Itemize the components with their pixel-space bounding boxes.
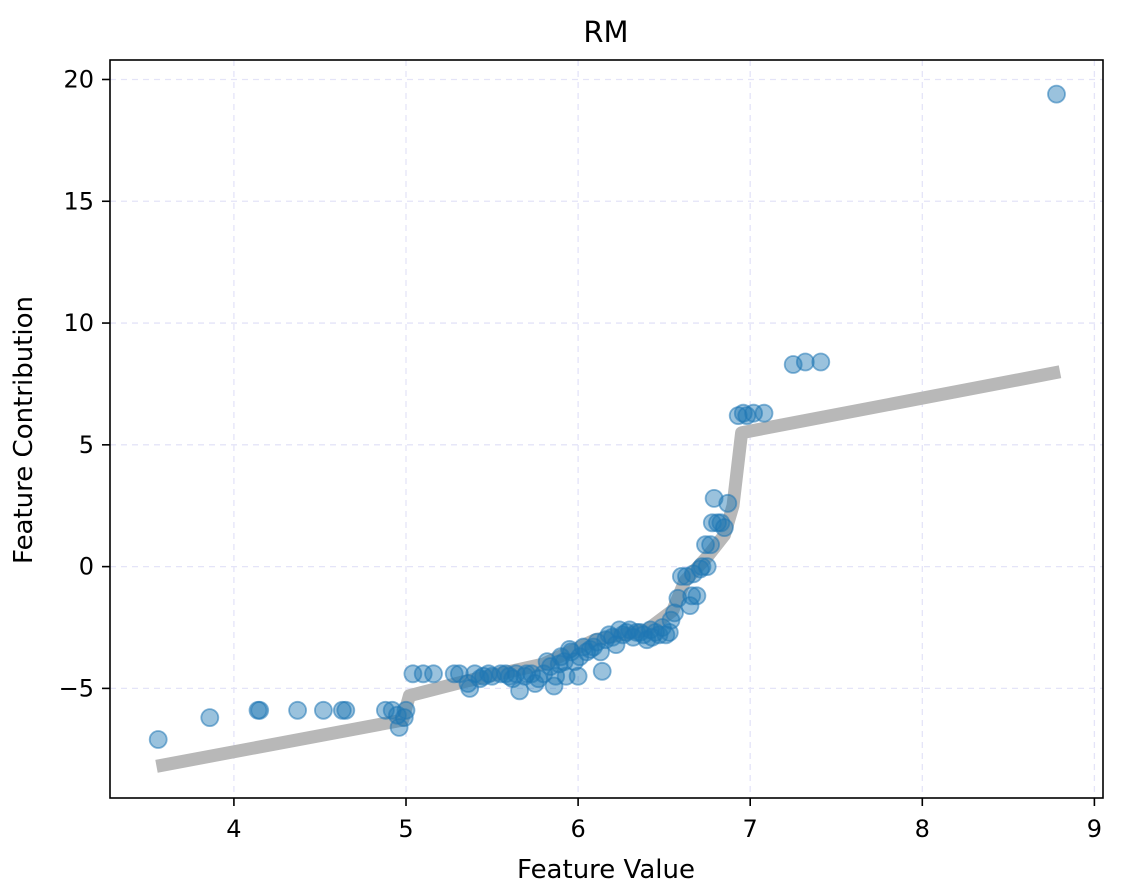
scatter-point xyxy=(200,708,220,727)
y-tick-label: 15 xyxy=(63,187,94,215)
x-axis-title: Feature Value xyxy=(517,855,695,885)
y-tick-label: 10 xyxy=(63,309,94,337)
scatter-point xyxy=(148,730,168,749)
scatter-point xyxy=(754,403,774,423)
scatter-point xyxy=(568,666,588,686)
scatter-point xyxy=(718,493,738,513)
x-tick-label: 8 xyxy=(915,815,930,843)
scatter-point xyxy=(715,518,734,537)
scatter-point xyxy=(336,700,356,720)
scatter-point xyxy=(697,557,717,576)
x-tick-label: 9 xyxy=(1087,815,1102,843)
x-tick-label: 4 xyxy=(226,815,241,843)
y-tick-label: −5 xyxy=(59,674,94,702)
scatter-point xyxy=(811,352,831,372)
y-axis: −5 0 5 10 15 20 xyxy=(59,65,110,702)
scatter-point xyxy=(592,661,612,681)
y-tick-label: 20 xyxy=(63,65,94,93)
scatter-point xyxy=(444,664,464,684)
scatter-point xyxy=(795,352,815,372)
scatter-point xyxy=(682,586,702,606)
chart-title: RM xyxy=(583,15,628,49)
y-tick-label: 5 xyxy=(79,431,94,459)
scatter-point xyxy=(389,718,409,737)
plot-area xyxy=(148,84,1066,773)
scatter-point xyxy=(396,700,416,720)
scatter-point xyxy=(701,535,720,555)
x-axis: 4 5 6 7 8 9 xyxy=(226,798,1102,843)
scatter-point xyxy=(250,700,270,720)
scatter-point xyxy=(606,635,626,654)
scatter-point xyxy=(413,664,433,684)
scatter-point xyxy=(692,557,712,576)
x-tick-label: 6 xyxy=(570,815,585,843)
plot-frame xyxy=(109,59,1104,799)
scatter-point xyxy=(1047,84,1066,104)
scatter-point xyxy=(403,664,423,684)
scatter-point xyxy=(687,586,707,606)
scatter-point xyxy=(313,700,333,720)
scatter-point xyxy=(288,700,308,720)
scatter-point xyxy=(394,708,414,727)
scatter-point xyxy=(665,603,684,623)
x-tick-label: 7 xyxy=(743,815,758,843)
scatter-point xyxy=(424,664,443,684)
y-tick-label: 0 xyxy=(79,553,94,581)
y-axis-title: Feature Contribution xyxy=(9,296,39,564)
x-tick-label: 5 xyxy=(398,815,413,843)
scatter-point xyxy=(744,403,763,423)
scatter-point xyxy=(704,488,724,508)
scatter-point xyxy=(696,535,715,555)
